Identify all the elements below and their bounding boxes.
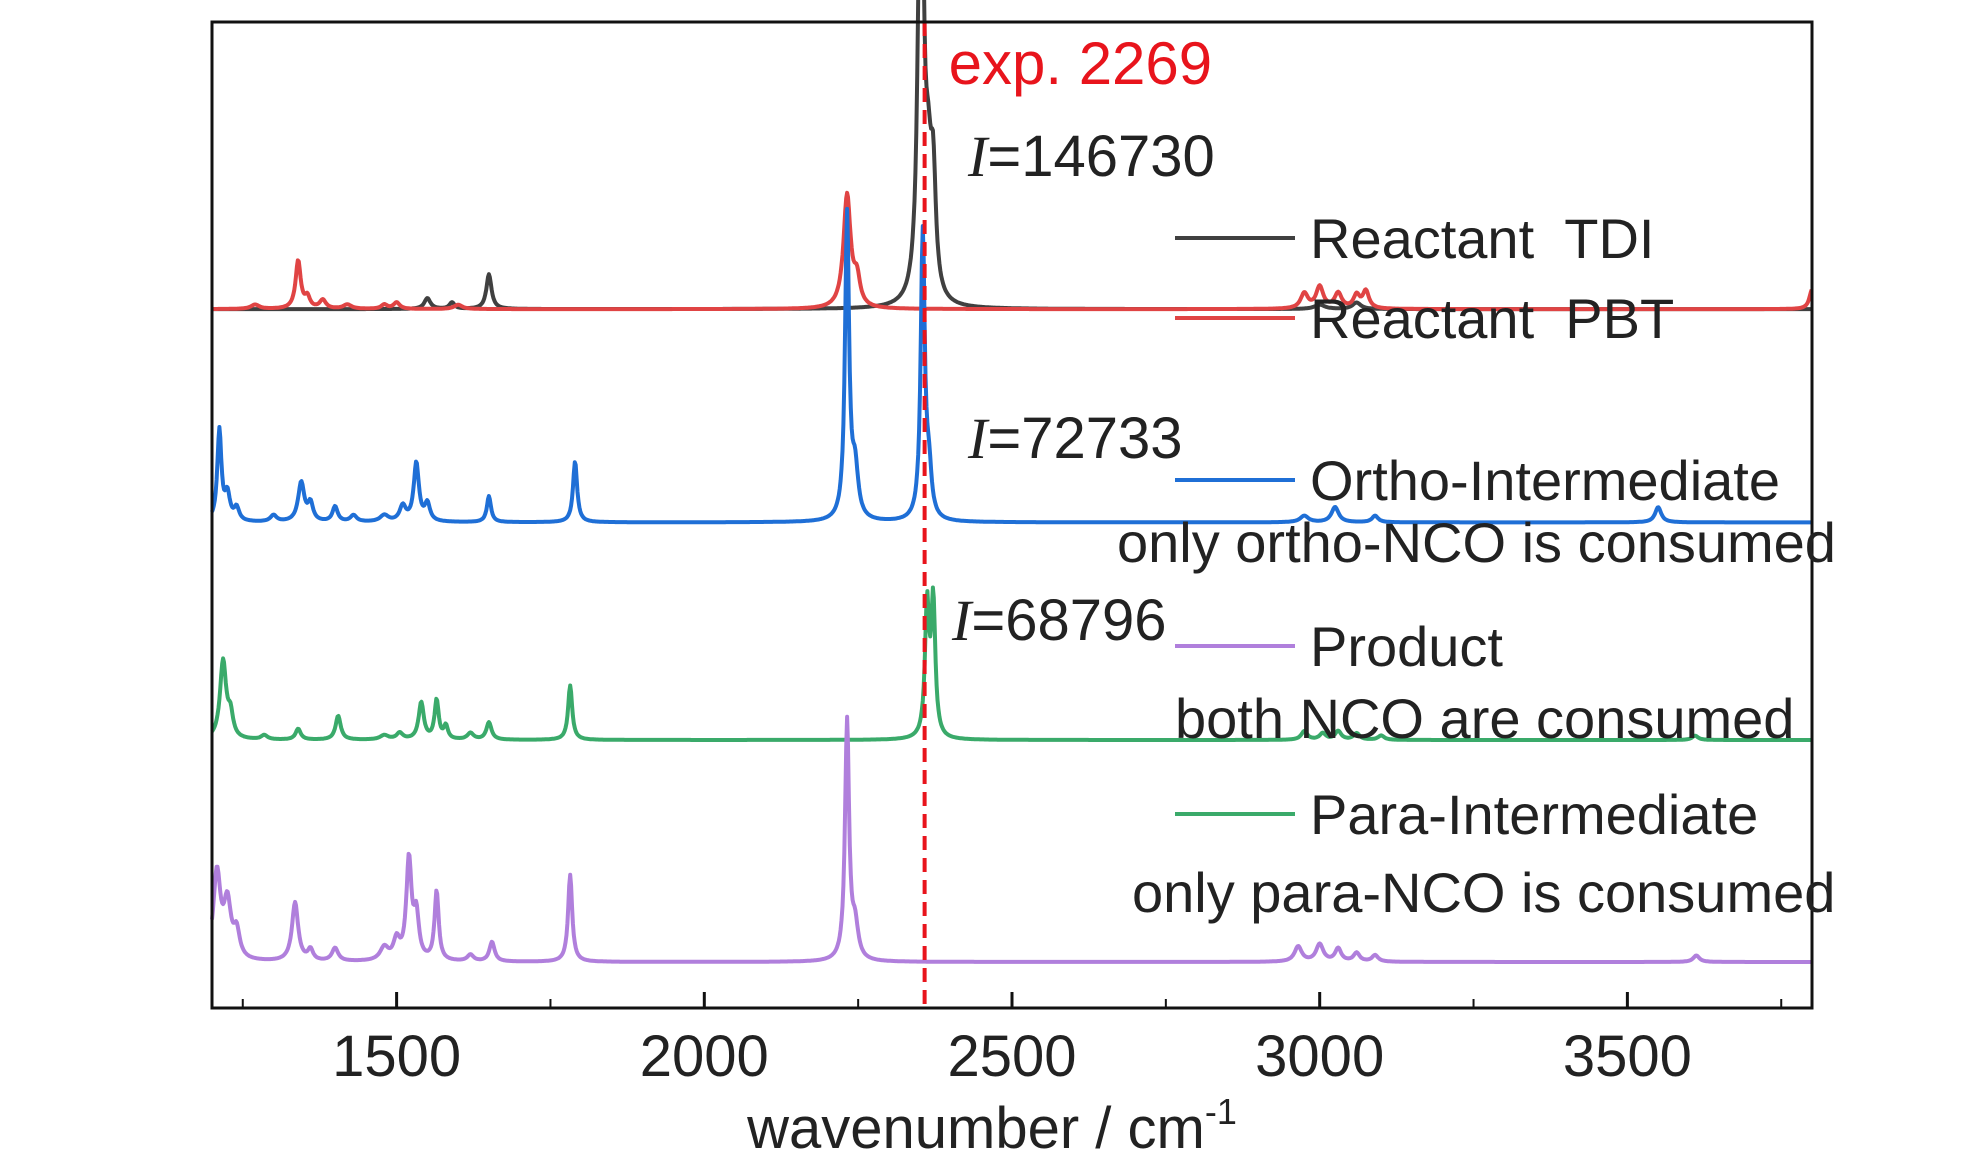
legend-entry-reactant-pbt: Reactant PBT xyxy=(1175,287,1674,350)
intensity-value: =146730 xyxy=(987,124,1214,189)
x-tick-label: 2000 xyxy=(640,1024,769,1089)
legend-label: Reactant PBT xyxy=(1310,287,1674,350)
x-axis: 1500 2000 2500 3000 3500 xyxy=(241,992,1783,1089)
legend-label: Product xyxy=(1310,615,1503,678)
intensity-value: =68796 xyxy=(971,588,1166,653)
intensity-symbol: I xyxy=(967,406,990,471)
intensity-symbol: I xyxy=(967,124,990,189)
x-tick-label: 3000 xyxy=(1255,1024,1384,1089)
intensity-annotations: I=146730 I=72733 I=68796 xyxy=(951,124,1215,653)
series-line-para-intermediate xyxy=(210,585,1813,742)
x-axis-title-text: wavenumber / cm xyxy=(746,1096,1205,1157)
legend-sublabel: only para-NCO is consumed xyxy=(1132,861,1835,924)
legend-sublabel: both NCO are consumed xyxy=(1175,687,1794,750)
legend-label: Ortho-Intermediate xyxy=(1310,449,1780,512)
legend-entry-product: Product both NCO are consumed xyxy=(1175,615,1794,750)
x-tick-label: 3500 xyxy=(1563,1024,1692,1089)
series-line-ortho-intermediate xyxy=(210,206,1813,525)
series-line-product xyxy=(210,714,1813,964)
x-tick-label: 1500 xyxy=(332,1024,461,1089)
x-axis-title-superscript: -1 xyxy=(1205,1091,1237,1132)
legend: Reactant TDI Reactant PBT Ortho-Intermed… xyxy=(1117,207,1836,924)
legend-entry-ortho-intermediate: Ortho-Intermediate only ortho-NCO is con… xyxy=(1117,449,1836,574)
intensity-value: =72733 xyxy=(987,406,1182,471)
legend-sublabel: only ortho-NCO is consumed xyxy=(1117,511,1836,574)
reference-line-label: exp. 2269 xyxy=(949,30,1213,97)
intensity-annotation-para: I=68796 xyxy=(951,588,1166,653)
series-layer xyxy=(210,0,1814,964)
legend-label: Para-Intermediate xyxy=(1310,783,1758,846)
legend-label: Reactant TDI xyxy=(1310,207,1654,270)
legend-entry-reactant-tdi: Reactant TDI xyxy=(1175,207,1654,270)
x-axis-title: wavenumber / cm-1 xyxy=(746,1091,1237,1157)
series-line-reactant-pbt xyxy=(210,190,1814,312)
legend-entry-para-intermediate: Para-Intermediate only para-NCO is consu… xyxy=(1132,783,1835,924)
intensity-annotation-tdi: I=146730 xyxy=(967,124,1215,189)
x-tick-label: 2500 xyxy=(947,1024,1076,1089)
intensity-symbol: I xyxy=(951,588,974,653)
intensity-annotation-ortho: I=72733 xyxy=(967,406,1182,471)
